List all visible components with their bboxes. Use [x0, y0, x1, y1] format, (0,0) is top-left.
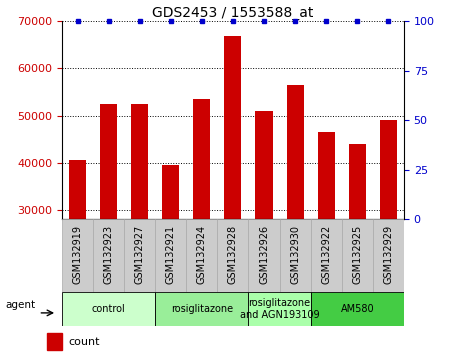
Bar: [155, 219, 186, 292]
Bar: [186, 219, 218, 292]
Bar: [311, 219, 342, 292]
Text: GSM132923: GSM132923: [104, 225, 113, 284]
Bar: [342, 219, 373, 292]
Text: count: count: [68, 337, 100, 347]
Bar: [131, 104, 148, 219]
Text: GSM132922: GSM132922: [321, 225, 331, 284]
Bar: [256, 111, 273, 219]
Bar: [248, 219, 280, 292]
Bar: [248, 292, 311, 326]
Bar: [224, 36, 241, 219]
Text: GSM132927: GSM132927: [134, 225, 145, 284]
Text: agent: agent: [5, 300, 35, 310]
Title: GDS2453 / 1553588_at: GDS2453 / 1553588_at: [152, 6, 313, 20]
Bar: [218, 219, 248, 292]
Bar: [373, 219, 404, 292]
Bar: [124, 219, 155, 292]
Text: GSM132919: GSM132919: [73, 225, 83, 284]
Text: GSM132925: GSM132925: [353, 225, 362, 284]
Bar: [380, 120, 397, 219]
Text: GSM132921: GSM132921: [166, 225, 176, 284]
Bar: [47, 333, 62, 350]
Bar: [155, 292, 248, 326]
Text: GSM132926: GSM132926: [259, 225, 269, 284]
Bar: [100, 104, 117, 219]
Text: rosiglitazone
and AGN193109: rosiglitazone and AGN193109: [240, 298, 319, 320]
Bar: [311, 292, 404, 326]
Bar: [286, 85, 304, 219]
Text: rosiglitazone: rosiglitazone: [171, 304, 233, 314]
Text: GSM132924: GSM132924: [197, 225, 207, 284]
Bar: [318, 132, 335, 219]
Text: GSM132928: GSM132928: [228, 225, 238, 284]
Text: GSM132930: GSM132930: [290, 225, 300, 284]
Bar: [93, 219, 124, 292]
Text: AM580: AM580: [341, 304, 374, 314]
Bar: [193, 99, 210, 219]
Text: GSM132929: GSM132929: [383, 225, 393, 284]
Bar: [62, 219, 93, 292]
Bar: [69, 160, 86, 219]
Bar: [62, 292, 155, 326]
Bar: [280, 219, 311, 292]
Text: control: control: [92, 304, 125, 314]
Bar: [349, 144, 366, 219]
Bar: [162, 165, 179, 219]
